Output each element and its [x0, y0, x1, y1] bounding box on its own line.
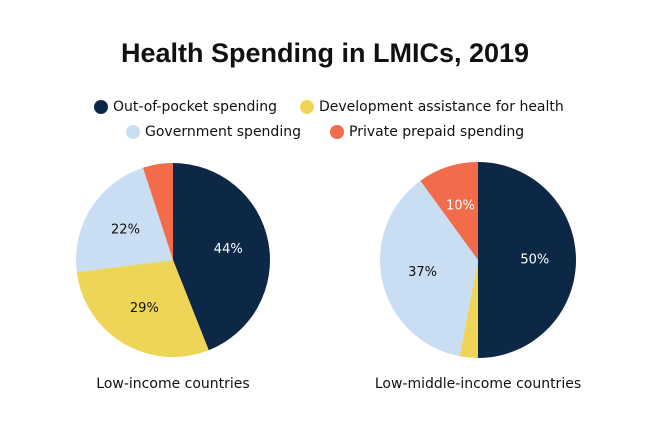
legend-swatch [330, 125, 344, 139]
value-label: 50% [520, 253, 549, 268]
pie-slice [379, 180, 478, 357]
legend-swatch [300, 100, 314, 114]
legend-swatch [126, 125, 140, 139]
value-label: 10% [446, 198, 475, 213]
pie-slice [459, 260, 478, 358]
pie-slice [143, 163, 173, 260]
pie-slice [478, 162, 576, 358]
value-label: 37% [408, 265, 437, 280]
legend-label: Government spending [145, 124, 301, 140]
pie-slice [173, 163, 270, 351]
legend-swatch [94, 100, 108, 114]
value-label: 29% [130, 301, 159, 316]
legend-label: Private prepaid spending [349, 124, 524, 140]
pie-slice [76, 260, 209, 357]
value-label: 22% [111, 222, 140, 237]
chart-title: Low-middle-income countries [375, 376, 581, 392]
chart-title: Low-income countries [96, 376, 249, 392]
legend-label: Development assistance for health [319, 99, 564, 115]
legend-label: Out-of-pocket spending [113, 99, 277, 115]
pie-slice [420, 162, 478, 260]
pie-slice [76, 167, 173, 273]
value-label: 44% [214, 242, 243, 257]
page-title: Health Spending in LMICs, 2019 [121, 38, 529, 68]
